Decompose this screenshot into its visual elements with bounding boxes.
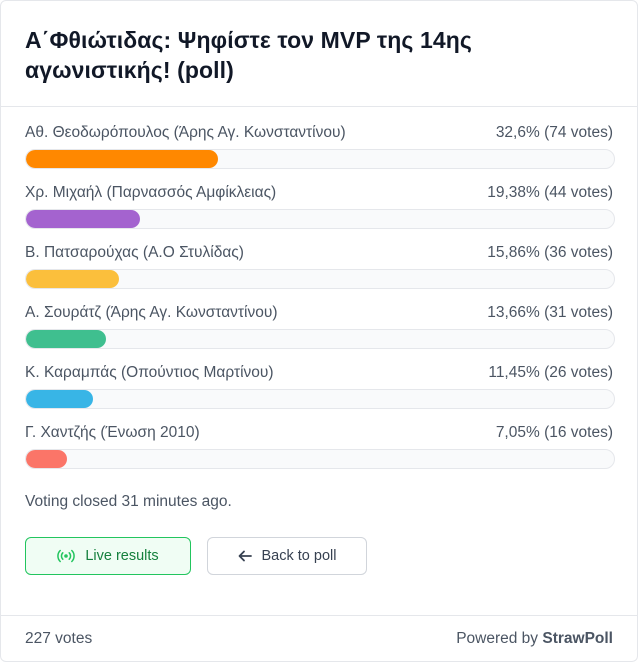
- option-label: Κ. Καραμπάς (Οπούντιος Μαρτίνου): [25, 364, 274, 381]
- result-option-5: Κ. Καραμπάς (Οπούντιος Μαρτίνου) 11,45% …: [25, 361, 615, 421]
- result-bar-track: [25, 209, 615, 229]
- result-bar-fill: [26, 150, 218, 168]
- option-result: 32,6% (74 votes): [495, 124, 613, 141]
- option-label: Αθ. Θεοδωρόπουλος (Άρης Αγ. Κωνσταντίνου…: [25, 124, 346, 141]
- action-buttons: Live results Back to poll: [1, 537, 637, 575]
- option-result: 13,66% (31 votes): [487, 304, 613, 321]
- result-option-4: Α. Σουράτζ (Άρης Αγ. Κωνσταντίνου) 13,66…: [25, 301, 615, 361]
- voting-status: Voting closed 31 minutes ago.: [25, 493, 232, 510]
- result-bar-fill: [26, 270, 120, 288]
- poll-header: Α΄Φθιώτιδας: Ψηφίστε τον MVP της 14ης αγ…: [1, 1, 637, 107]
- poll-footer: 227 votes Powered by StrawPoll: [1, 615, 637, 661]
- result-bar-fill: [26, 210, 140, 228]
- back-to-poll-label: Back to poll: [261, 548, 337, 564]
- option-label: Α. Σουράτζ (Άρης Αγ. Κωνσταντίνου): [25, 304, 278, 321]
- results-list: Αθ. Θεοδωρόπουλος (Άρης Αγ. Κωνσταντίνου…: [1, 107, 637, 481]
- option-result: 19,38% (44 votes): [487, 184, 613, 201]
- result-option-3: Β. Πατσαρούχας (Α.Ο Στυλίδας) 15,86% (36…: [25, 241, 615, 301]
- result-option-1: Αθ. Θεοδωρόπουλος (Άρης Αγ. Κωνσταντίνου…: [25, 121, 615, 181]
- result-bar-track: [25, 149, 615, 169]
- result-bar-fill: [26, 390, 94, 408]
- result-option-2: Χρ. Μιχαήλ (Παρνασσός Αμφίκλειας) 19,38%…: [25, 181, 615, 241]
- live-results-button[interactable]: Live results: [25, 537, 191, 575]
- powered-by[interactable]: Powered by StrawPoll: [456, 630, 613, 648]
- live-results-label: Live results: [85, 548, 159, 564]
- powered-by-prefix: Powered by: [456, 629, 543, 647]
- result-bar-track: [25, 389, 615, 409]
- poll-title: Α΄Φθιώτιδας: Ψηφίστε τον MVP της 14ης αγ…: [25, 27, 472, 83]
- result-bar-track: [25, 269, 615, 289]
- total-votes: 227 votes: [25, 629, 93, 647]
- option-result: 7,05% (16 votes): [495, 424, 613, 441]
- arrow-left-icon: [238, 550, 252, 562]
- broadcast-icon: [57, 549, 76, 563]
- result-bar-fill: [26, 450, 68, 468]
- back-to-poll-button[interactable]: Back to poll: [207, 537, 367, 575]
- option-result: 15,86% (36 votes): [487, 244, 613, 261]
- strawpoll-brand: StrawPoll: [542, 629, 613, 647]
- result-option-6: Γ. Χαντζής (Ένωση 2010) 7,05% (16 votes): [25, 421, 615, 481]
- result-bar-track: [25, 449, 615, 469]
- result-bar-fill: [26, 330, 107, 348]
- option-result: 11,45% (26 votes): [488, 364, 613, 381]
- option-label: Β. Πατσαρούχας (Α.Ο Στυλίδας): [25, 244, 244, 261]
- option-label: Χρ. Μιχαήλ (Παρνασσός Αμφίκλειας): [25, 184, 277, 201]
- result-bar-track: [25, 329, 615, 349]
- option-label: Γ. Χαντζής (Ένωση 2010): [25, 424, 200, 441]
